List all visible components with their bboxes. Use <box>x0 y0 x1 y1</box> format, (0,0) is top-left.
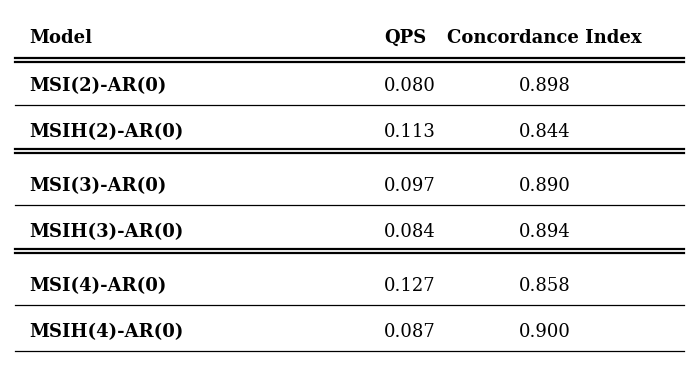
Text: 0.890: 0.890 <box>519 177 570 195</box>
Text: 0.844: 0.844 <box>519 123 570 141</box>
Text: 0.898: 0.898 <box>519 77 570 95</box>
Text: Concordance Index: Concordance Index <box>447 29 642 47</box>
Text: 0.113: 0.113 <box>384 123 436 141</box>
Text: 0.080: 0.080 <box>384 77 436 95</box>
Text: MSIH(3)-AR(0): MSIH(3)-AR(0) <box>29 223 184 241</box>
Text: 0.894: 0.894 <box>519 223 570 241</box>
Text: 0.097: 0.097 <box>384 177 436 195</box>
Text: Model: Model <box>29 29 92 47</box>
Text: 0.900: 0.900 <box>519 323 570 341</box>
Text: MSI(3)-AR(0): MSI(3)-AR(0) <box>29 177 166 195</box>
Text: MSIH(4)-AR(0): MSIH(4)-AR(0) <box>29 323 184 341</box>
Text: 0.127: 0.127 <box>384 277 436 295</box>
Text: MSIH(2)-AR(0): MSIH(2)-AR(0) <box>29 123 184 141</box>
Text: 0.858: 0.858 <box>519 277 570 295</box>
Text: 0.087: 0.087 <box>384 323 436 341</box>
Text: QPS: QPS <box>384 29 426 47</box>
Text: 0.084: 0.084 <box>384 223 436 241</box>
Text: MSI(4)-AR(0): MSI(4)-AR(0) <box>29 277 166 295</box>
Text: MSI(2)-AR(0): MSI(2)-AR(0) <box>29 77 166 95</box>
